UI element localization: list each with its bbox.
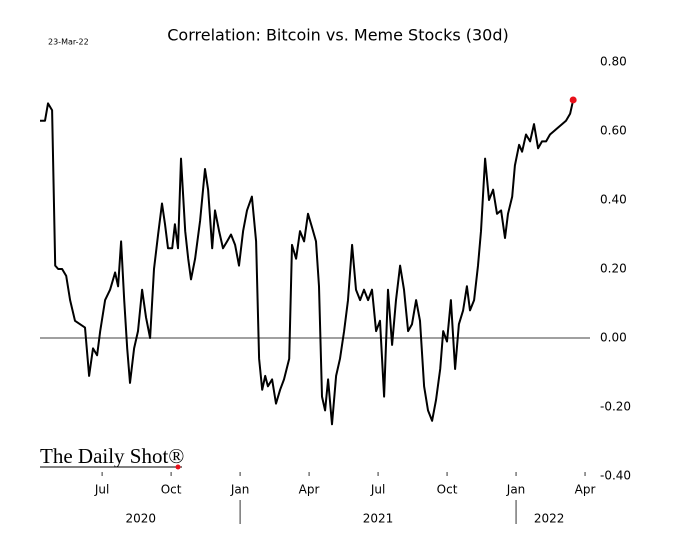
x-tick-label: Oct <box>161 483 182 497</box>
series-line <box>40 99 575 426</box>
x-tick-label: Apr <box>575 483 596 497</box>
last-point <box>569 96 577 104</box>
y-tick-label: 0.80 <box>600 55 627 69</box>
x-tick-label: Oct <box>437 483 458 497</box>
y-tick-label: 0.20 <box>600 262 627 276</box>
x-tick-label: Jul <box>370 483 385 497</box>
year-label: 2020 <box>125 512 156 526</box>
y-tick-label: 0.60 <box>600 124 627 138</box>
x-tick-label: Jan <box>506 483 526 497</box>
y-tick-label: 0.00 <box>600 331 627 345</box>
y-tick-label: -0.40 <box>600 469 631 483</box>
y-tick-label: 0.40 <box>600 193 627 207</box>
x-tick-label: Apr <box>299 483 320 497</box>
chart-title: Correlation: Bitcoin vs. Meme Stocks (30… <box>167 26 509 45</box>
source-logo: The Daily Shot® <box>40 444 184 468</box>
logo-dot <box>175 464 181 470</box>
year-label: 2021 <box>363 512 394 526</box>
x-tick-label: Jan <box>230 483 250 497</box>
date-stamp: 23-Mar-22 <box>48 38 89 47</box>
year-label: 2022 <box>534 512 565 526</box>
y-tick-label: -0.20 <box>600 400 631 414</box>
x-tick-label: Jul <box>94 483 109 497</box>
